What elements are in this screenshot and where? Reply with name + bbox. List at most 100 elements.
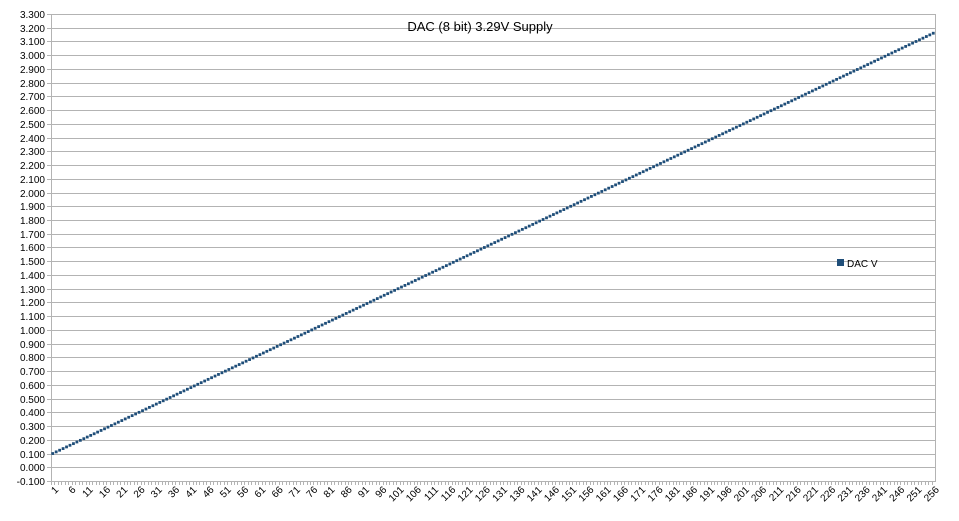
x-tick-label: 226: [819, 484, 839, 504]
data-point: [886, 53, 890, 57]
x-tick-label: 236: [853, 484, 873, 504]
legend-swatch: [837, 259, 844, 266]
data-point: [141, 409, 144, 413]
x-tick-label: 136: [508, 484, 528, 504]
data-point: [793, 97, 797, 101]
data-point: [179, 391, 182, 394]
data-point: [507, 234, 510, 238]
data-point: [703, 140, 707, 144]
data-point: [531, 223, 535, 226]
data-point: [386, 292, 390, 296]
data-point: [721, 132, 725, 136]
data-point: [738, 124, 742, 127]
data-point: [362, 303, 365, 307]
data-point: [842, 74, 845, 78]
data-point: [213, 374, 217, 378]
data-point: [113, 422, 117, 426]
data-point: [804, 92, 807, 96]
data-point: [203, 379, 207, 383]
x-tick-label: 31: [149, 484, 165, 500]
data-point: [220, 371, 224, 375]
data-point: [182, 389, 186, 393]
y-tick-label: 1.400: [20, 271, 45, 282]
data-point: [476, 249, 479, 253]
data-point: [811, 89, 814, 93]
data-point: [189, 386, 193, 389]
x-tick-label: 11: [81, 484, 96, 499]
data-point: [776, 106, 780, 109]
data-point: [227, 368, 231, 371]
data-point: [534, 221, 538, 225]
data-point: [690, 147, 693, 151]
data-point: [797, 96, 801, 99]
data-point: [96, 430, 100, 434]
data-point: [503, 236, 507, 240]
y-tick-label: 3.200: [20, 24, 45, 35]
y-tick-label: 2.200: [20, 161, 45, 172]
y-tick-label: 2.600: [20, 106, 45, 117]
data-point: [510, 232, 514, 236]
data-point: [624, 178, 628, 182]
data-point: [337, 315, 341, 319]
data-point: [72, 442, 75, 446]
data-point: [845, 73, 849, 76]
data-point: [51, 452, 55, 455]
data-point: [465, 254, 469, 258]
data-point: [824, 82, 828, 86]
x-tick-label: 141: [525, 484, 545, 504]
x-tick-label: 191: [698, 484, 718, 504]
data-point: [676, 153, 680, 157]
y-tick-label: 3.300: [20, 10, 45, 21]
x-tick-label: 206: [750, 484, 770, 504]
data-point: [61, 447, 65, 450]
y-tick-label: 2.100: [20, 175, 45, 186]
data-point: [873, 59, 876, 63]
data-point: [558, 209, 562, 213]
grid: [51, 14, 935, 482]
x-tick-label: 36: [166, 484, 182, 500]
x-tick-label: 81: [322, 484, 338, 500]
y-tick-label: 2.700: [20, 92, 45, 103]
data-point: [697, 143, 700, 147]
data-point: [324, 321, 327, 325]
data-point: [924, 35, 928, 38]
y-axis-ticks: -0.100 0.000 0.100 0.200 0.300 0.400 0.500 0.60…: [17, 10, 51, 488]
data-point: [406, 282, 410, 286]
data-point: [223, 369, 227, 373]
data-point: [876, 58, 880, 62]
data-point: [659, 162, 662, 165]
data-point: [807, 91, 811, 94]
data-point: [123, 417, 127, 421]
y-tick-label: 0.400: [20, 408, 45, 419]
data-point: [54, 450, 58, 454]
data-point: [248, 358, 251, 361]
data-point: [313, 326, 317, 330]
data-point: [320, 323, 324, 327]
x-tick-label: 186: [680, 484, 700, 504]
legend: DAC V: [837, 259, 878, 270]
x-tick-label: 161: [594, 484, 614, 504]
data-point: [859, 66, 863, 70]
x-tick-label: 151: [560, 484, 580, 504]
data-point: [621, 180, 624, 183]
data-point: [251, 356, 255, 360]
y-tick-label: 2.000: [20, 189, 45, 200]
x-tick-label: 16: [97, 484, 113, 500]
data-point: [293, 336, 296, 340]
data-point: [265, 349, 269, 353]
data-point: [417, 277, 421, 281]
data-point: [541, 218, 545, 221]
y-tick-label: 1.600: [20, 243, 45, 254]
data-point: [693, 145, 697, 149]
data-point: [410, 280, 414, 284]
data-point: [890, 51, 894, 55]
data-point: [576, 201, 580, 205]
data-point: [634, 173, 638, 177]
x-tick-label: 156: [577, 484, 597, 504]
data-point: [151, 404, 155, 408]
data-point: [586, 196, 590, 200]
data-point: [331, 318, 334, 322]
data-point: [158, 401, 162, 404]
data-point: [728, 129, 731, 132]
y-tick-label: 1.500: [20, 257, 45, 268]
